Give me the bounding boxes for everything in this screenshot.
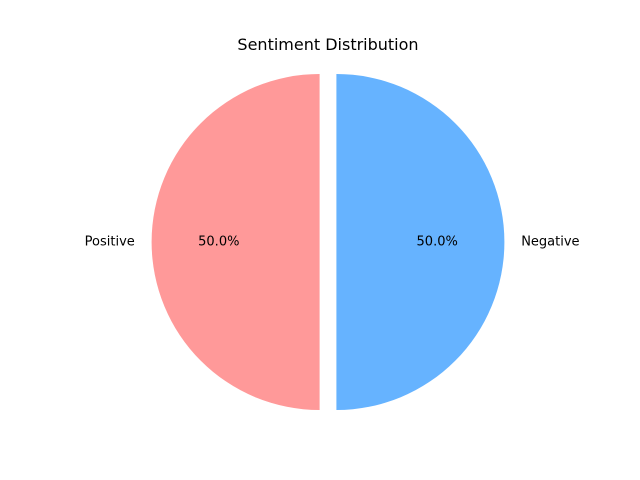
slice-percent-negative: 50.0% xyxy=(417,235,458,250)
slice-label-positive: Positive xyxy=(85,235,135,250)
pie-slice-positive xyxy=(151,74,320,410)
pie-labels: 50.0% Positive 50.0% Negative xyxy=(85,235,580,250)
slice-label-negative: Negative xyxy=(521,235,579,250)
chart-title: Sentiment Distribution xyxy=(237,35,418,54)
pie-slices xyxy=(151,74,505,410)
pie-slice-negative xyxy=(336,74,505,410)
slice-percent-positive: 50.0% xyxy=(198,235,239,250)
